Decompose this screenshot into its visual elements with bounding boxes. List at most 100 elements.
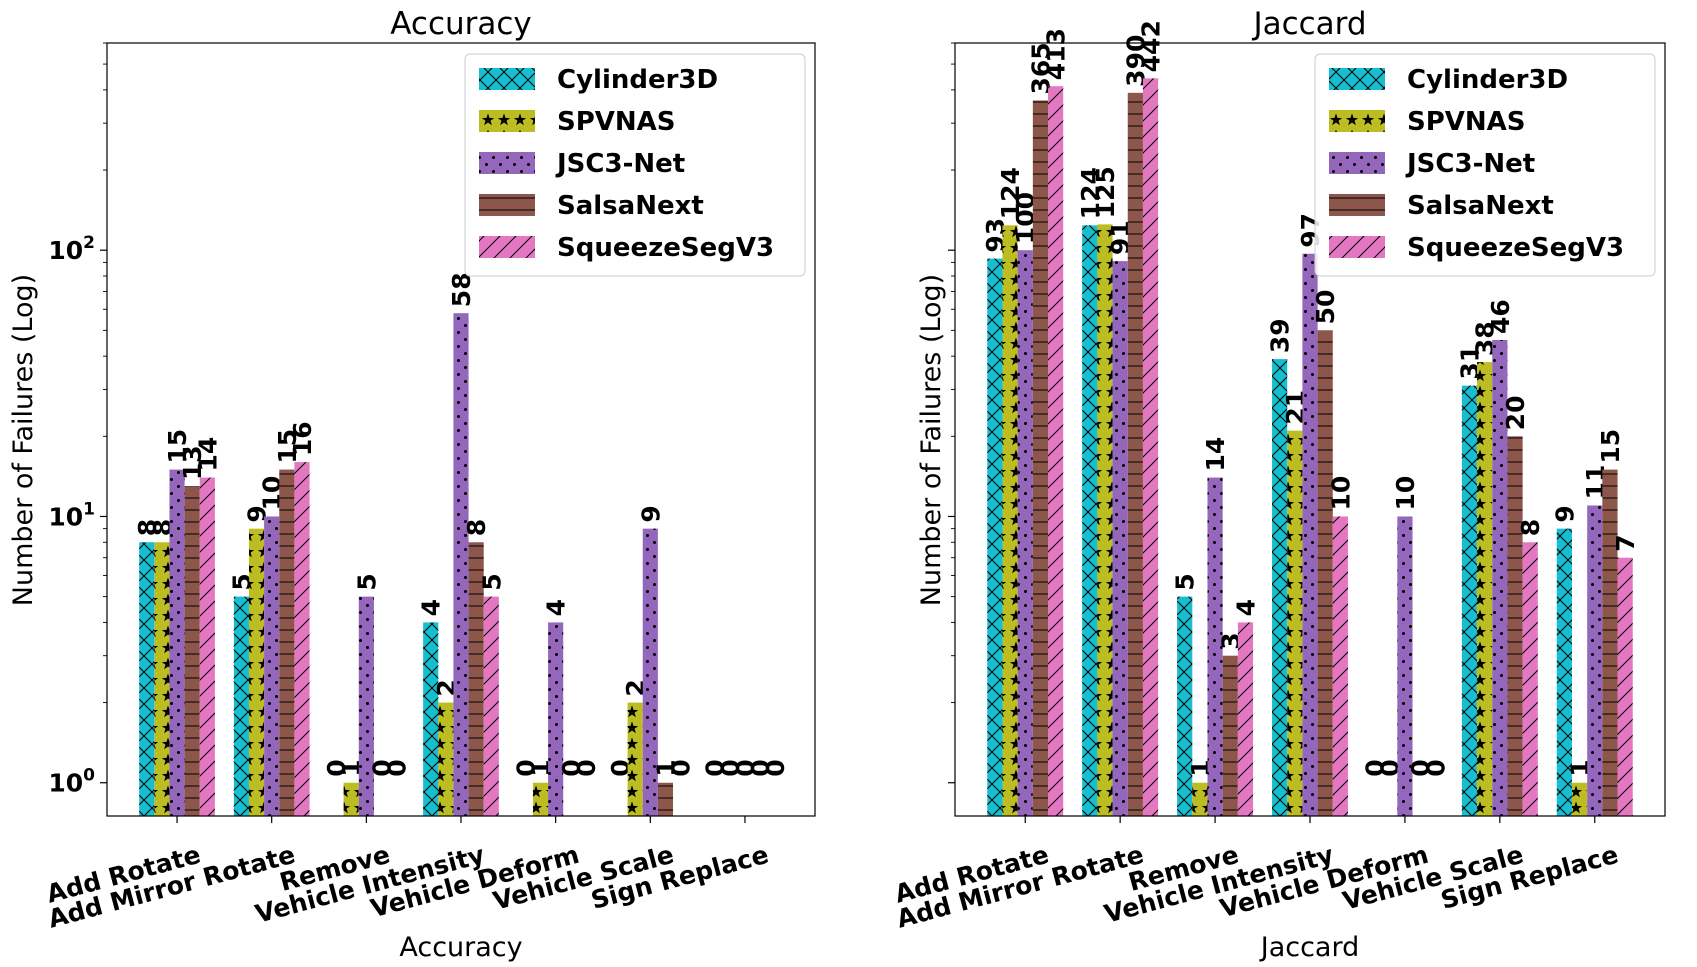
bar-label-accuracy-salsanext: 13	[178, 445, 207, 480]
bar-accuracy-salsanext-add-rotate	[184, 486, 200, 816]
bar-accuracy-salsanext-vehicle-intensity	[468, 542, 484, 816]
bar-label-jaccard-squeezesegv3: 413	[1042, 28, 1071, 80]
bar-label-accuracy-salsanext: 15	[273, 429, 302, 464]
bar-accuracy-cylinder3d-add-mirror-rotate	[233, 596, 249, 816]
y-ticks-jaccard	[948, 42, 955, 784]
y-axis-label-accuracy: Number of Failures (Log)	[8, 274, 39, 606]
bar-label-jaccard-spvnas: 124	[996, 167, 1025, 219]
bar-label-jaccard-cylinder3d: 9	[1550, 505, 1579, 522]
legend-swatch-cylinder3d	[1329, 68, 1385, 90]
y-tick-label: 101	[48, 499, 95, 531]
bar-label-accuracy-squeezesegv3: 5	[477, 573, 506, 590]
bar-label-jaccard-cylinder3d: 5	[1171, 573, 1200, 590]
accuracy-panel: Accuracy Number of Failures (Log) Accura…	[8, 6, 816, 963]
bar-accuracy-squeezesegv3-vehicle-intensity	[483, 596, 499, 816]
bar-jaccard-jsc3-net-remove	[1207, 477, 1223, 816]
bar-label-jaccard-squeezesegv3: 7	[1611, 534, 1640, 551]
bar-label-jaccard-spvnas: 125	[1091, 166, 1120, 218]
bar-jaccard-squeezesegv3-sign-replace	[1617, 557, 1633, 816]
y-tick-label: 100	[48, 766, 95, 798]
bar-jaccard-cylinder3d-vehicle-intensity	[1272, 359, 1288, 816]
bar-accuracy-salsanext-vehicle-scale	[657, 782, 674, 816]
bar-jaccard-spvnas-vehicle-intensity	[1287, 430, 1303, 816]
x-axis-label-accuracy: Accuracy	[399, 932, 522, 963]
bar-accuracy-spvnas-add-rotate	[154, 542, 170, 816]
legend-label-squeezesegv3: SqueezeSegV3	[557, 233, 774, 263]
bar-label-accuracy-salsanext: 0	[746, 759, 775, 776]
bar-accuracy-jsc3-net-add-rotate	[169, 469, 185, 816]
legend-swatch-squeezesegv3	[479, 236, 535, 258]
bar-jaccard-salsanext-add-rotate	[1032, 100, 1049, 816]
bar-jaccard-cylinder3d-add-mirror-rotate	[1082, 225, 1098, 816]
bar-accuracy-spvnas-vehicle-deform	[532, 782, 549, 816]
bar-accuracy-cylinder3d-add-rotate	[139, 542, 155, 816]
bar-jaccard-squeezesegv3-remove	[1237, 622, 1254, 816]
bar-jaccard-salsanext-remove	[1222, 655, 1238, 816]
bar-accuracy-jsc3-net-remove	[358, 596, 374, 816]
legend-swatch-salsanext	[1329, 194, 1385, 216]
legend-label-jsc3-net: JSC3-Net	[1405, 149, 1535, 179]
jaccard-panel: Jaccard Number of Failures (Log) Jaccard…	[892, 6, 1666, 963]
bar-label-accuracy-cylinder3d: 4	[417, 599, 446, 616]
bar-label-accuracy-squeezesegv3: 0	[383, 759, 412, 776]
bar-jaccard-jsc3-net-vehicle-scale	[1492, 339, 1508, 816]
bar-jaccard-salsanext-vehicle-scale	[1507, 436, 1523, 816]
bar-label-accuracy-jsc3-net: 4	[542, 599, 571, 616]
bar-jaccard-jsc3-net-sign-replace	[1587, 505, 1603, 816]
bar-jaccard-spvnas-sign-replace	[1571, 782, 1588, 816]
legend-swatch-salsanext	[479, 194, 535, 216]
bar-accuracy-squeezesegv3-add-mirror-rotate	[294, 462, 310, 816]
y-tick-label: 102	[48, 233, 95, 265]
bar-label-jaccard-squeezesegv3: 10	[1326, 476, 1355, 511]
bar-accuracy-salsanext-add-mirror-rotate	[279, 469, 295, 816]
legend-swatch-spvnas	[479, 110, 535, 132]
legend-box	[1314, 53, 1656, 277]
bar-jaccard-jsc3-net-add-rotate	[1017, 250, 1033, 817]
bar-label-accuracy-cylinder3d: 8	[133, 519, 162, 536]
bar-jaccard-salsanext-vehicle-intensity	[1317, 330, 1333, 816]
bar-jaccard-jsc3-net-add-mirror-rotate	[1112, 261, 1128, 816]
bar-jaccard-spvnas-add-rotate	[1002, 225, 1018, 816]
bar-jaccard-spvnas-vehicle-scale	[1477, 362, 1493, 816]
bar-jaccard-squeezesegv3-vehicle-intensity	[1332, 516, 1348, 816]
bar-label-jaccard-cylinder3d: 0	[1361, 759, 1390, 776]
bar-label-accuracy-cylinder3d: 0	[322, 759, 351, 776]
panel-title-jaccard: Jaccard	[1251, 6, 1366, 42]
bar-label-jaccard-cylinder3d: 39	[1266, 318, 1295, 353]
bar-label-accuracy-cylinder3d: 0	[511, 759, 540, 776]
legend-swatch-jsc3-net	[1329, 152, 1385, 174]
legend-swatch-spvnas	[1329, 110, 1385, 132]
legend-swatch-jsc3-net	[479, 152, 535, 174]
bar-label-jaccard-salsanext: 365	[1026, 42, 1055, 94]
bar-label-jaccard-salsanext: 15	[1596, 429, 1625, 464]
bar-label-accuracy-squeezesegv3: 0	[667, 759, 696, 776]
bar-label-jaccard-jsc3-net: 10	[1391, 476, 1420, 511]
bar-label-jaccard-squeezesegv3: 0	[1421, 759, 1450, 776]
bar-accuracy-jsc3-net-vehicle-deform	[548, 622, 564, 816]
bar-label-accuracy-jsc3-net: 5	[352, 573, 381, 590]
bar-jaccard-jsc3-net-vehicle-intensity	[1302, 253, 1318, 816]
legend-label-spvnas: SPVNAS	[557, 107, 676, 137]
bar-accuracy-jsc3-net-vehicle-scale	[642, 528, 658, 816]
panel-title-accuracy: Accuracy	[390, 6, 532, 42]
legend-accuracy: Cylinder3D SPVNAS JSC3-Net SalsaNext Squeeze…	[464, 53, 806, 277]
bar-label-jaccard-jsc3-net: 14	[1201, 437, 1230, 472]
bar-label-jaccard-cylinder3d: 124	[1076, 167, 1105, 219]
bar-label-accuracy-jsc3-net: 9	[636, 505, 665, 522]
legend-jaccard: Cylinder3D SPVNAS JSC3-Net SalsaNext Squeeze…	[1314, 53, 1656, 277]
bar-label-accuracy-salsanext: 8	[462, 519, 491, 536]
bar-label-accuracy-salsanext: 1	[651, 759, 680, 776]
bar-label-jaccard-squeezesegv3: 442	[1137, 20, 1166, 72]
legend-label-jsc3-net: JSC3-Net	[555, 149, 685, 179]
bar-accuracy-cylinder3d-vehicle-intensity	[423, 622, 439, 816]
bar-label-jaccard-squeezesegv3: 4	[1231, 599, 1260, 616]
bar-jaccard-spvnas-add-mirror-rotate	[1097, 224, 1113, 816]
legend-box	[464, 53, 806, 277]
bar-label-accuracy-salsanext: 0	[557, 759, 586, 776]
bar-label-accuracy-squeezesegv3: 0	[572, 759, 601, 776]
